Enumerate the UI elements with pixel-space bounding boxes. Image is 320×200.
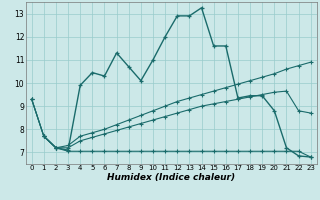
X-axis label: Humidex (Indice chaleur): Humidex (Indice chaleur) (107, 173, 235, 182)
